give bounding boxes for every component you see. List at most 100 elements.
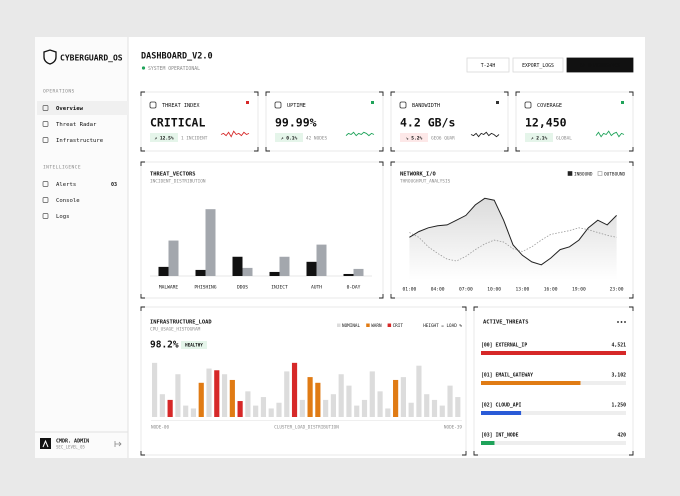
- menu-dot[interactable]: [617, 321, 619, 323]
- kpi-icon: [149, 101, 157, 109]
- load-bar: [431, 399, 438, 417]
- load-bar: [159, 394, 165, 417]
- kpi-status-dot: [371, 101, 374, 104]
- kpi-value: 4.2 GB/s: [400, 116, 455, 130]
- corner-mark: [140, 161, 145, 166]
- nav-icon: [42, 213, 49, 219]
- nav-item[interactable]: Logs: [56, 214, 69, 220]
- kpi-value: 12,450: [525, 116, 567, 130]
- kpi-status-dot: [621, 101, 624, 104]
- kpi-delta-badge: [525, 133, 553, 142]
- load-bar: [447, 385, 453, 417]
- threat-bar: [481, 351, 626, 355]
- kpi-sparkline: [595, 130, 625, 138]
- bar: [168, 240, 179, 276]
- corner-mark: [390, 161, 395, 166]
- avatar-glyph: [42, 439, 49, 448]
- corner-mark: [140, 306, 145, 311]
- load-bar: [455, 397, 461, 417]
- bar: [343, 273, 354, 276]
- list-title: ACTIVE_THREATS: [483, 320, 528, 326]
- corner-mark: [379, 91, 384, 96]
- kpi-delta-badge: [275, 133, 303, 142]
- load-bar: [354, 405, 360, 417]
- bar: [306, 261, 317, 276]
- kpi-note: 1 INCIDENT: [181, 135, 208, 141]
- header-button[interactable]: [566, 57, 634, 73]
- legend-label: CRIT: [393, 323, 404, 329]
- corner-mark: [265, 147, 270, 152]
- nav-item[interactable]: Infrastructure: [56, 138, 104, 144]
- nav-item[interactable]: Console: [56, 198, 80, 204]
- load-bar: [221, 374, 228, 417]
- kpi-icon: [399, 101, 407, 109]
- header-button[interactable]: [466, 57, 510, 73]
- kpi-icon: [524, 101, 532, 109]
- load-bar: [260, 397, 267, 417]
- page-title: DASHBOARD_V2.0: [141, 52, 213, 62]
- load-bar: [377, 391, 383, 417]
- axis-label: NODE-39: [444, 425, 463, 431]
- nav-active-bg: [37, 101, 128, 115]
- x-tick-label: AUTH: [311, 285, 322, 291]
- nav-item[interactable]: Alerts: [56, 182, 76, 188]
- load-bar: [214, 370, 220, 417]
- chart-subtitle: THROUGHPUT_ANALYSIS: [400, 179, 451, 185]
- kpi-delta: ↗ 0.1%: [281, 135, 298, 141]
- load-bar: [323, 399, 329, 417]
- corner-mark: [629, 306, 634, 311]
- threat-label: [02] CLOUD_API: [481, 403, 522, 409]
- nav-item[interactable]: Overview: [56, 106, 84, 112]
- legend-swatch: [597, 171, 603, 176]
- kpi-note: GLOBAL: [556, 135, 572, 141]
- corner-mark: [140, 451, 145, 456]
- user-avatar: [40, 438, 51, 449]
- corner-mark: [254, 147, 259, 152]
- kpi-sparkline: [220, 130, 250, 138]
- nav-item[interactable]: Threat Radar: [56, 122, 97, 128]
- header-button[interactable]: [512, 57, 564, 73]
- menu-dot[interactable]: [620, 321, 623, 323]
- user-role: SEC_LEVEL_05: [56, 445, 85, 450]
- corner-mark: [390, 294, 395, 299]
- header-button-label[interactable]: AI_DIAGNOSTICS: [580, 63, 621, 69]
- threat-bar: [481, 411, 522, 415]
- load-bar: [291, 362, 298, 417]
- legend-label: NOMINAL: [342, 323, 361, 329]
- bar: [269, 271, 280, 276]
- nav-icon: [42, 137, 49, 143]
- corner-mark: [140, 147, 145, 152]
- kpi-value: CRITICAL: [150, 116, 205, 130]
- logout-icon[interactable]: [114, 441, 122, 447]
- load-bar: [253, 405, 259, 417]
- load-bar: [369, 371, 375, 417]
- x-tick-label: 04:00: [431, 287, 445, 293]
- kpi-label: THREAT INDEX: [162, 103, 200, 109]
- health-badge-text: HEALTHY: [185, 342, 203, 347]
- x-tick-label: 0-DAY: [347, 285, 361, 291]
- x-tick-label: 10:00: [487, 287, 501, 293]
- threat-track: [481, 441, 626, 445]
- bar: [205, 209, 216, 276]
- corner-mark: [390, 91, 395, 96]
- menu-dot[interactable]: [624, 321, 626, 323]
- corner-mark: [504, 147, 509, 152]
- chart-card: [140, 161, 384, 299]
- x-tick-label: 19:00: [572, 287, 586, 293]
- header-button-label[interactable]: EXPORT_LOGS: [522, 63, 554, 69]
- threat-label: [03] INT_NODE: [481, 433, 519, 439]
- x-tick-label: MALWARE: [159, 285, 179, 291]
- threat-count: 4,521: [612, 343, 627, 349]
- header-button-label[interactable]: T-24H: [481, 63, 496, 69]
- chart-subtitle: CPU_USAGE_HISTOGRAM: [150, 327, 201, 333]
- load-bar: [408, 402, 414, 417]
- headline-value: 98.2%: [150, 340, 179, 351]
- corner-mark: [390, 147, 395, 152]
- kpi-sparkline: [470, 131, 500, 138]
- load-bar: [416, 365, 422, 417]
- chart-title: NETWORK_I/O: [400, 172, 436, 178]
- corner-mark: [515, 91, 520, 96]
- load-bar: [385, 408, 391, 417]
- chart-card: [140, 306, 467, 456]
